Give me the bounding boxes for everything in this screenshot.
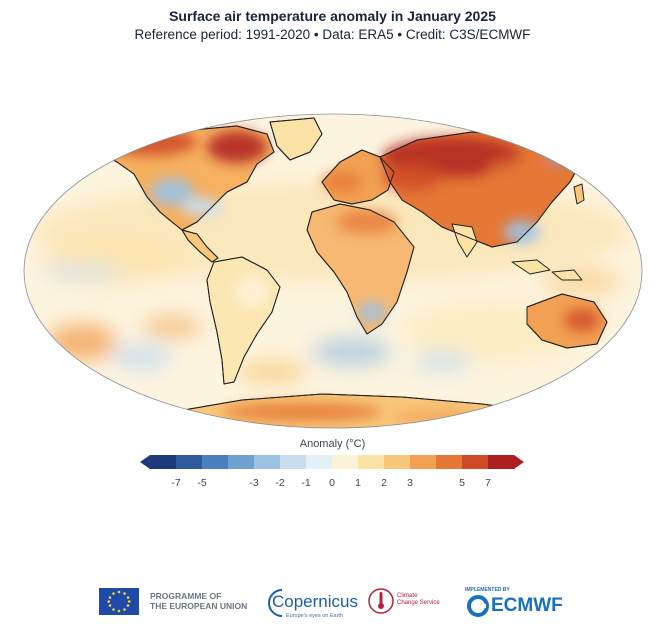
copernicus-tagline: Europe's eyes on Earth (286, 613, 344, 619)
copernicus-wordmark: Copernicus (272, 592, 358, 611)
colorbar-tick-label: -5 (197, 477, 206, 489)
colorbar-segment (384, 455, 411, 469)
colorbar-segment (306, 455, 333, 469)
ecmwf-logo-symbol (467, 595, 489, 617)
colorbar-segment (176, 455, 203, 469)
colorbar-tick-label: -7 (171, 477, 180, 489)
colorbar-arrow-high (514, 455, 524, 469)
colorbar-segment (228, 455, 255, 469)
colorbar-tick-label: -2 (275, 477, 284, 489)
colorbar-tick-label: 1 (355, 477, 361, 489)
colorbar-tick-label: 3 (407, 477, 413, 489)
page-title: Surface air temperature anomaly in Janua… (169, 8, 496, 24)
colorbar-segment (254, 455, 281, 469)
eu-programme-text-2: THE EUROPEAN UNION (150, 601, 248, 611)
logo-strip: PROGRAMME OF THE EUROPEAN UNION Copernic… (0, 580, 665, 630)
eu-flag-logo (99, 588, 139, 615)
colorbar-tick-label: 2 (381, 477, 387, 489)
colorbar-segment (436, 455, 463, 469)
page-subtitle: Reference period: 1991-2020 • Data: ERA5… (134, 27, 531, 42)
c3s-logo (368, 588, 394, 614)
world-temperature-anomaly-map (22, 112, 644, 430)
c3s-text-2: Change Service (397, 600, 440, 606)
c3s-text-1: Climate (397, 593, 418, 599)
eu-programme-text-1: PROGRAMME OF (150, 591, 222, 601)
colorbar-segment (410, 455, 437, 469)
colorbar-segment (280, 455, 307, 469)
colorbar-tick-label: 0 (329, 477, 335, 489)
colorbar-tick-label: -3 (249, 477, 258, 489)
colorbar-segment (202, 455, 229, 469)
colorbar-tick-label: 5 (459, 477, 465, 489)
colorbar-tick-label: 7 (485, 477, 491, 489)
colorbar-segment (358, 455, 385, 469)
legend-title: Anomaly (°C) (299, 438, 366, 450)
colorbar-segment (332, 455, 359, 469)
colorbar-legend: -7 -5 -3 -2 -1 0 1 2 3 5 7 (140, 453, 524, 493)
colorbar-segment (150, 455, 177, 469)
copernicus-logo (268, 589, 283, 617)
colorbar-arrow-low (140, 455, 150, 469)
colorbar-segment (488, 455, 515, 469)
ecmwf-implemented-by: IMPLEMENTED BY (465, 587, 510, 593)
ecmwf-wordmark: ECMWF (491, 595, 563, 616)
colorbar-segment (462, 455, 489, 469)
colorbar-tick-label: -1 (301, 477, 310, 489)
